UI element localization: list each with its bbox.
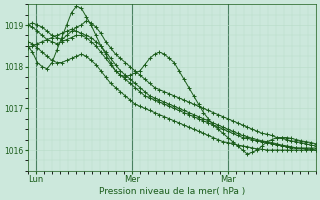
- X-axis label: Pression niveau de la mer( hPa ): Pression niveau de la mer( hPa ): [99, 187, 245, 196]
